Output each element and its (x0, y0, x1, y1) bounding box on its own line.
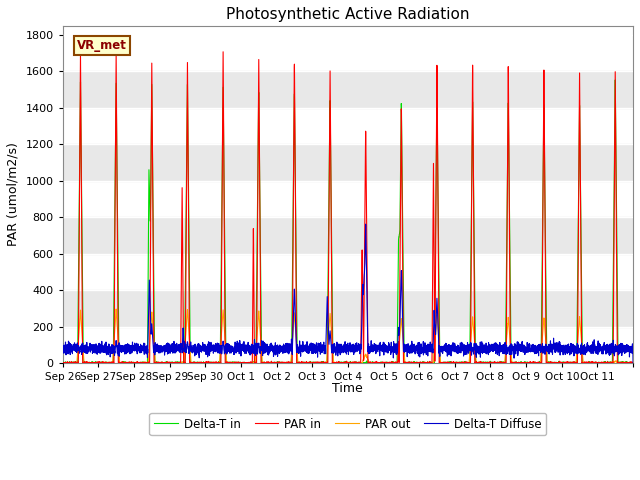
PAR in (369, 360, 377, 366)
PAR in (629, 360, 637, 366)
PAR out (532, 360, 540, 366)
Bar (63, 144, 633, 181)
PAR out (629, 360, 637, 365)
Delta-T in (504, 107, 512, 112)
PAR out (400, 348, 408, 353)
Delta-T Diffuse (547, 348, 555, 354)
PAR out (59, 360, 67, 366)
PAR in (177, 314, 185, 320)
PAR out (177, 360, 185, 366)
PAR out (369, 360, 377, 366)
Delta-T in (400, 310, 408, 316)
Delta-T in (532, 360, 540, 366)
Bar (63, 217, 633, 254)
Delta-T in (629, 360, 637, 366)
PAR in (547, 360, 555, 366)
Line: PAR out: PAR out (63, 309, 633, 363)
Bar (63, 290, 633, 326)
PAR out (505, 319, 513, 325)
Delta-T Diffuse (369, 343, 377, 348)
Line: PAR in: PAR in (63, 52, 633, 363)
Text: VR_met: VR_met (77, 39, 127, 52)
Delta-T Diffuse (59, 341, 67, 347)
Delta-T Diffuse (400, 348, 408, 354)
Delta-T in (59, 360, 67, 366)
Line: Delta-T in: Delta-T in (63, 80, 633, 363)
Legend: Delta-T in, PAR in, PAR out, Delta-T Diffuse: Delta-T in, PAR in, PAR out, Delta-T Dif… (149, 413, 547, 435)
Delta-T in (611, 77, 619, 83)
Delta-T Diffuse (505, 344, 513, 350)
PAR out (112, 306, 120, 312)
Delta-T Diffuse (532, 346, 540, 351)
Delta-T Diffuse (629, 360, 637, 366)
PAR in (505, 108, 513, 113)
Delta-T in (547, 360, 555, 365)
PAR out (59, 360, 67, 365)
PAR in (59, 360, 67, 366)
PAR in (532, 360, 540, 366)
PAR in (220, 49, 227, 55)
Line: Delta-T Diffuse: Delta-T Diffuse (63, 224, 633, 363)
PAR in (400, 360, 408, 366)
PAR in (59, 360, 67, 366)
Title: Photosynthetic Active Radiation: Photosynthetic Active Radiation (226, 7, 470, 22)
PAR out (547, 360, 555, 366)
Y-axis label: PAR (umol/m2/s): PAR (umol/m2/s) (7, 143, 20, 246)
X-axis label: Time: Time (332, 382, 364, 395)
Delta-T Diffuse (177, 347, 185, 353)
Delta-T in (177, 360, 185, 365)
Delta-T in (369, 360, 377, 365)
Bar (63, 72, 633, 108)
Delta-T Diffuse (362, 221, 369, 227)
